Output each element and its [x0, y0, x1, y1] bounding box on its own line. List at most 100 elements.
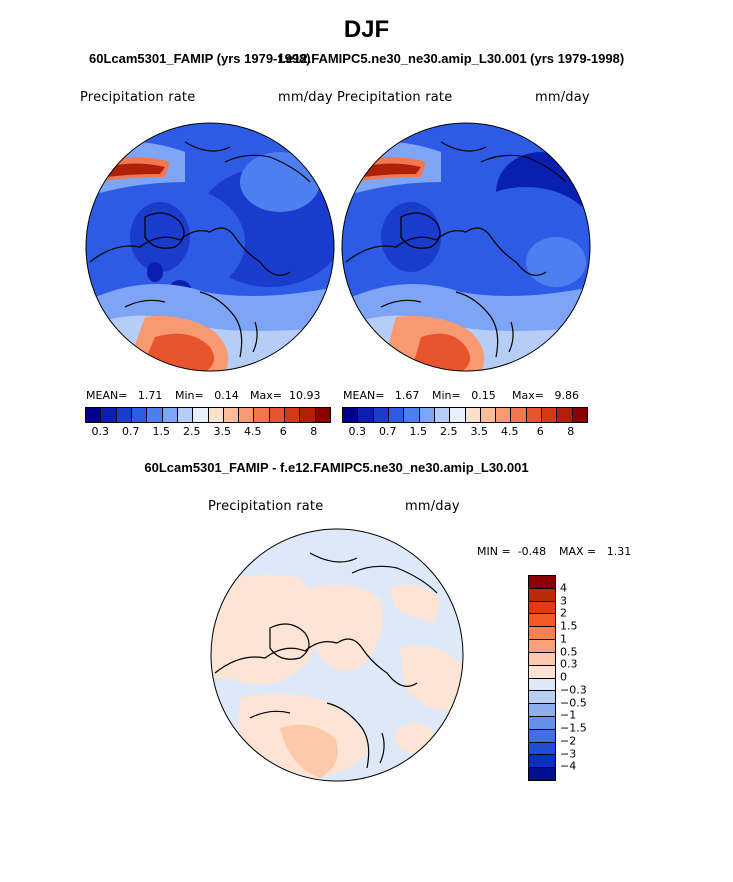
diff-min: MIN = -0.48	[477, 545, 547, 558]
right-max: Max= 9.86	[512, 389, 579, 402]
left-mean: MEAN= 1.71	[86, 389, 163, 402]
colorbar-swatch	[529, 576, 555, 589]
colorbar-swatch	[465, 408, 481, 422]
colorbar-swatch	[511, 408, 527, 422]
colorbar-swatch	[529, 768, 555, 780]
colorbar-tick-label: 2.5	[183, 425, 201, 438]
right-var-label: Precipitation rate	[337, 90, 453, 105]
colorbar-swatch	[315, 408, 330, 422]
right-colorbar	[342, 407, 588, 423]
colorbar-swatch	[529, 588, 555, 602]
colorbar-swatch	[529, 640, 555, 653]
colorbar-tick-label: −3	[560, 747, 577, 760]
colorbar-swatch	[496, 408, 512, 422]
colorbar-swatch	[86, 408, 102, 422]
colorbar-swatch	[529, 716, 555, 730]
colorbar-swatch	[208, 408, 224, 422]
colorbar-swatch	[480, 408, 497, 422]
colorbar-swatch	[526, 408, 543, 422]
colorbar-swatch	[434, 408, 451, 422]
colorbar-swatch	[529, 678, 555, 692]
colorbar-swatch	[529, 601, 555, 615]
colorbar-tick-label: 6	[279, 425, 287, 438]
colorbar-tick-label: 0	[560, 670, 567, 684]
colorbar-tick-label: 3.5	[213, 425, 232, 438]
diff-var-label: Precipitation rate	[208, 499, 324, 514]
colorbar-swatch	[223, 408, 240, 422]
colorbar-swatch	[529, 729, 555, 743]
colorbar-swatch	[358, 408, 374, 422]
colorbar-tick-label: 1.5	[152, 425, 171, 438]
colorbar-swatch	[300, 408, 316, 422]
colorbar-tick-label: 8	[310, 425, 318, 438]
colorbar-tick-label: 2	[560, 606, 567, 620]
colorbar-tick-label: 0.3	[348, 425, 367, 438]
right-mean: MEAN= 1.67	[343, 389, 420, 402]
colorbar-swatch	[131, 408, 148, 422]
colorbar-swatch	[101, 408, 117, 422]
colorbar-tick-label: 1.5	[560, 619, 578, 633]
colorbar-swatch	[529, 742, 555, 756]
diff-units: mm/day	[405, 499, 460, 514]
right-polar-map	[341, 122, 591, 372]
colorbar-tick-label: 1	[560, 632, 567, 646]
right-min: Min= 0.15	[432, 389, 496, 402]
colorbar-swatch	[285, 408, 301, 422]
right-units: mm/day	[535, 90, 590, 105]
colorbar-swatch	[542, 408, 558, 422]
colorbar-tick-label: 6	[536, 425, 544, 438]
colorbar-tick-label: 0.3	[560, 657, 578, 671]
left-var-label: Precipitation rate	[80, 90, 196, 105]
left-case-title: 60Lcam5301_FAMIP (yrs 1979-1998)	[89, 51, 311, 66]
colorbar-swatch	[162, 408, 178, 422]
colorbar-tick-label: 2.5	[440, 425, 458, 438]
colorbar-swatch	[147, 408, 163, 422]
diff-title: 60Lcam5301_FAMIP - f.e12.FAMIPC5.ne30_ne…	[144, 460, 529, 475]
colorbar-tick-label: −4	[560, 759, 577, 773]
colorbar-tick-label: 4	[560, 581, 567, 595]
colorbar-swatch	[373, 408, 389, 422]
colorbar-swatch	[343, 408, 359, 422]
colorbar-swatch	[529, 704, 555, 717]
left-max: Max= 10.93	[250, 389, 321, 402]
left-units: mm/day	[278, 90, 333, 105]
colorbar-swatch	[404, 408, 420, 422]
colorbar-swatch	[116, 408, 132, 422]
colorbar-tick-label: −0.3	[560, 683, 587, 697]
colorbar-tick-label: 0.3	[91, 425, 110, 438]
colorbar-swatch	[239, 408, 255, 422]
colorbar-tick-label: 0.5	[560, 645, 578, 658]
colorbar-swatch	[529, 627, 555, 641]
colorbar-swatch	[529, 691, 555, 705]
diff-max: MAX = 1.31	[559, 545, 632, 558]
left-colorbar	[85, 407, 331, 423]
colorbar-tick-label: 1.5	[409, 425, 428, 438]
colorbar-tick-label: −0.5	[560, 696, 587, 709]
left-min: Min= 0.14	[175, 389, 239, 402]
colorbar-tick-label: 8	[567, 425, 575, 438]
colorbar-tick-label: 3.5	[470, 425, 489, 438]
colorbar-swatch	[529, 614, 555, 628]
colorbar-swatch	[388, 408, 405, 422]
left-polar-map	[85, 122, 335, 372]
colorbar-swatch	[572, 408, 587, 422]
colorbar-swatch	[529, 755, 555, 769]
right-case-title: f.e12.FAMIPC5.ne30_ne30.amip_L30.001 (yr…	[278, 51, 625, 66]
colorbar-tick-label: 3	[560, 594, 567, 607]
colorbar-swatch	[529, 652, 555, 666]
colorbar-swatch	[529, 665, 555, 679]
colorbar-swatch	[419, 408, 435, 422]
diff-colorbar	[528, 575, 556, 781]
colorbar-tick-label: −1	[560, 708, 577, 722]
colorbar-tick-label: 4.5	[244, 425, 262, 438]
colorbar-swatch	[269, 408, 286, 422]
colorbar-swatch	[557, 408, 573, 422]
season-title: DJF	[343, 16, 390, 43]
colorbar-swatch	[450, 408, 466, 422]
colorbar-tick-label: 0.7	[122, 425, 140, 438]
colorbar-swatch	[254, 408, 270, 422]
colorbar-tick-label: −2	[560, 734, 577, 748]
colorbar-tick-label: −1.5	[560, 721, 587, 735]
colorbar-tick-label: 0.7	[379, 425, 397, 438]
colorbar-swatch	[193, 408, 209, 422]
